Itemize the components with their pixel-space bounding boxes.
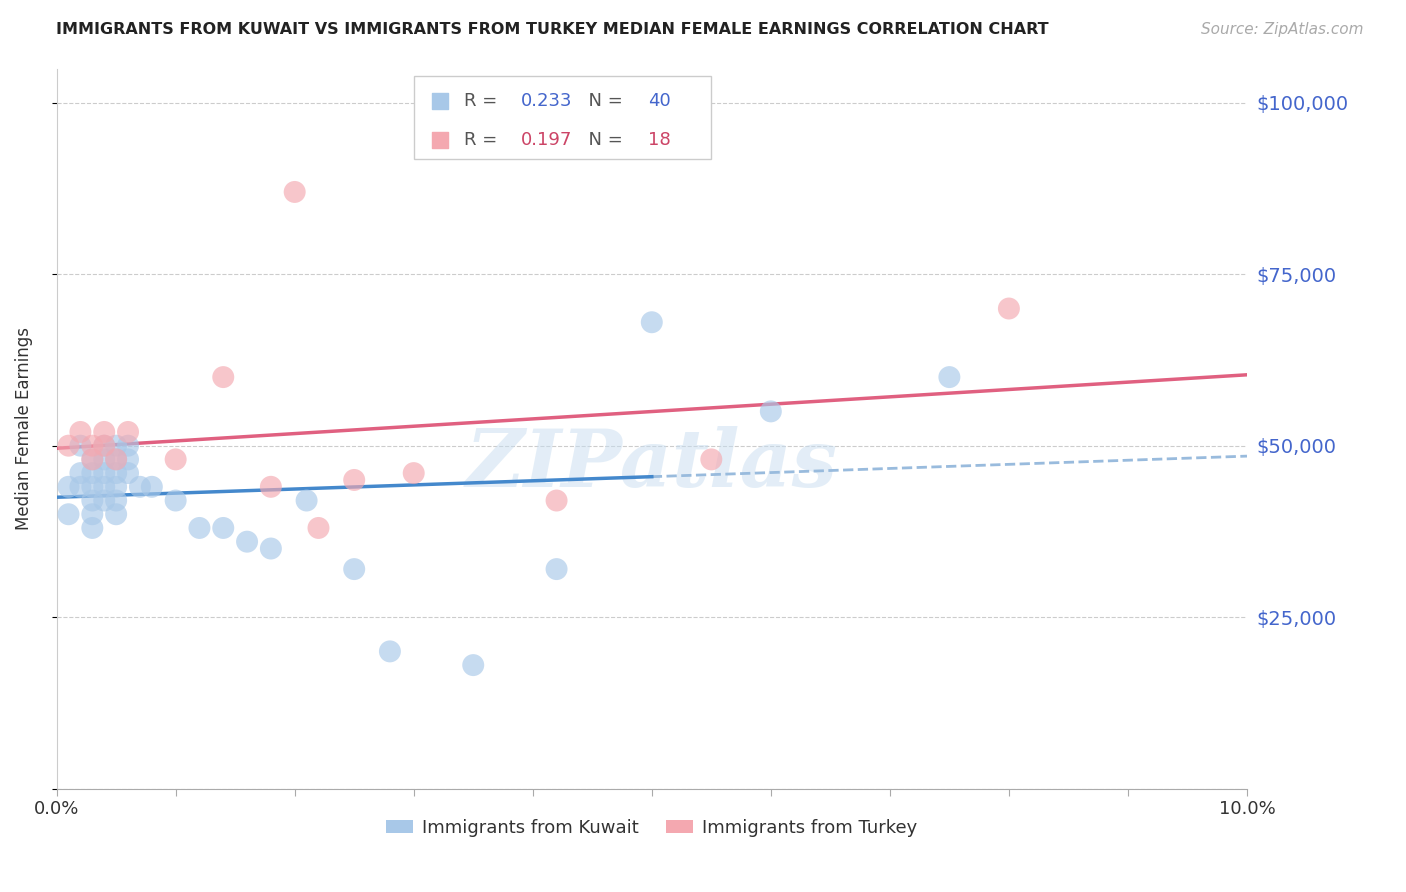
- Point: [93, 439, 115, 453]
- Point: [998, 301, 1021, 316]
- Point: [105, 480, 128, 494]
- Point: [343, 562, 366, 576]
- Point: [260, 480, 283, 494]
- Point: [308, 521, 330, 535]
- Point: [69, 480, 91, 494]
- Y-axis label: Median Female Earnings: Median Female Earnings: [15, 327, 32, 530]
- Point: [105, 493, 128, 508]
- Point: [69, 466, 91, 480]
- Text: 18: 18: [648, 131, 671, 149]
- Point: [93, 466, 115, 480]
- Text: 40: 40: [648, 92, 671, 110]
- Point: [105, 452, 128, 467]
- Point: [82, 452, 104, 467]
- Point: [463, 658, 485, 673]
- Point: [117, 425, 139, 439]
- Text: R =: R =: [464, 131, 503, 149]
- Point: [82, 439, 104, 453]
- Point: [82, 480, 104, 494]
- FancyBboxPatch shape: [413, 76, 711, 159]
- Point: [938, 370, 960, 384]
- Point: [93, 480, 115, 494]
- Point: [546, 562, 568, 576]
- Point: [82, 452, 104, 467]
- Text: Source: ZipAtlas.com: Source: ZipAtlas.com: [1201, 22, 1364, 37]
- Text: IMMIGRANTS FROM KUWAIT VS IMMIGRANTS FROM TURKEY MEDIAN FEMALE EARNINGS CORRELAT: IMMIGRANTS FROM KUWAIT VS IMMIGRANTS FRO…: [56, 22, 1049, 37]
- Point: [93, 425, 115, 439]
- Point: [546, 493, 568, 508]
- Legend: Immigrants from Kuwait, Immigrants from Turkey: Immigrants from Kuwait, Immigrants from …: [378, 812, 925, 845]
- Point: [402, 466, 425, 480]
- Point: [93, 452, 115, 467]
- Point: [188, 521, 211, 535]
- Point: [105, 508, 128, 522]
- Point: [93, 439, 115, 453]
- Point: [105, 466, 128, 480]
- Point: [105, 439, 128, 453]
- Point: [260, 541, 283, 556]
- Text: ZIPatlas: ZIPatlas: [465, 425, 838, 503]
- Point: [58, 508, 80, 522]
- Point: [105, 452, 128, 467]
- Point: [93, 493, 115, 508]
- Point: [343, 473, 366, 487]
- Point: [141, 480, 163, 494]
- Point: [69, 439, 91, 453]
- Point: [129, 480, 152, 494]
- Point: [284, 185, 307, 199]
- Point: [69, 425, 91, 439]
- Text: 0.197: 0.197: [520, 131, 572, 149]
- Point: [82, 508, 104, 522]
- Point: [641, 315, 664, 329]
- Text: 0.233: 0.233: [520, 92, 572, 110]
- Point: [212, 521, 235, 535]
- Point: [82, 466, 104, 480]
- Point: [82, 521, 104, 535]
- Point: [117, 439, 139, 453]
- Point: [82, 493, 104, 508]
- Point: [165, 493, 187, 508]
- Point: [212, 370, 235, 384]
- Point: [117, 466, 139, 480]
- Point: [58, 480, 80, 494]
- Point: [700, 452, 723, 467]
- Text: N =: N =: [576, 92, 628, 110]
- Point: [58, 439, 80, 453]
- Point: [165, 452, 187, 467]
- Point: [378, 644, 401, 658]
- Point: [295, 493, 318, 508]
- Point: [236, 534, 259, 549]
- Text: R =: R =: [464, 92, 503, 110]
- Text: N =: N =: [576, 131, 628, 149]
- Point: [759, 404, 782, 418]
- Point: [117, 452, 139, 467]
